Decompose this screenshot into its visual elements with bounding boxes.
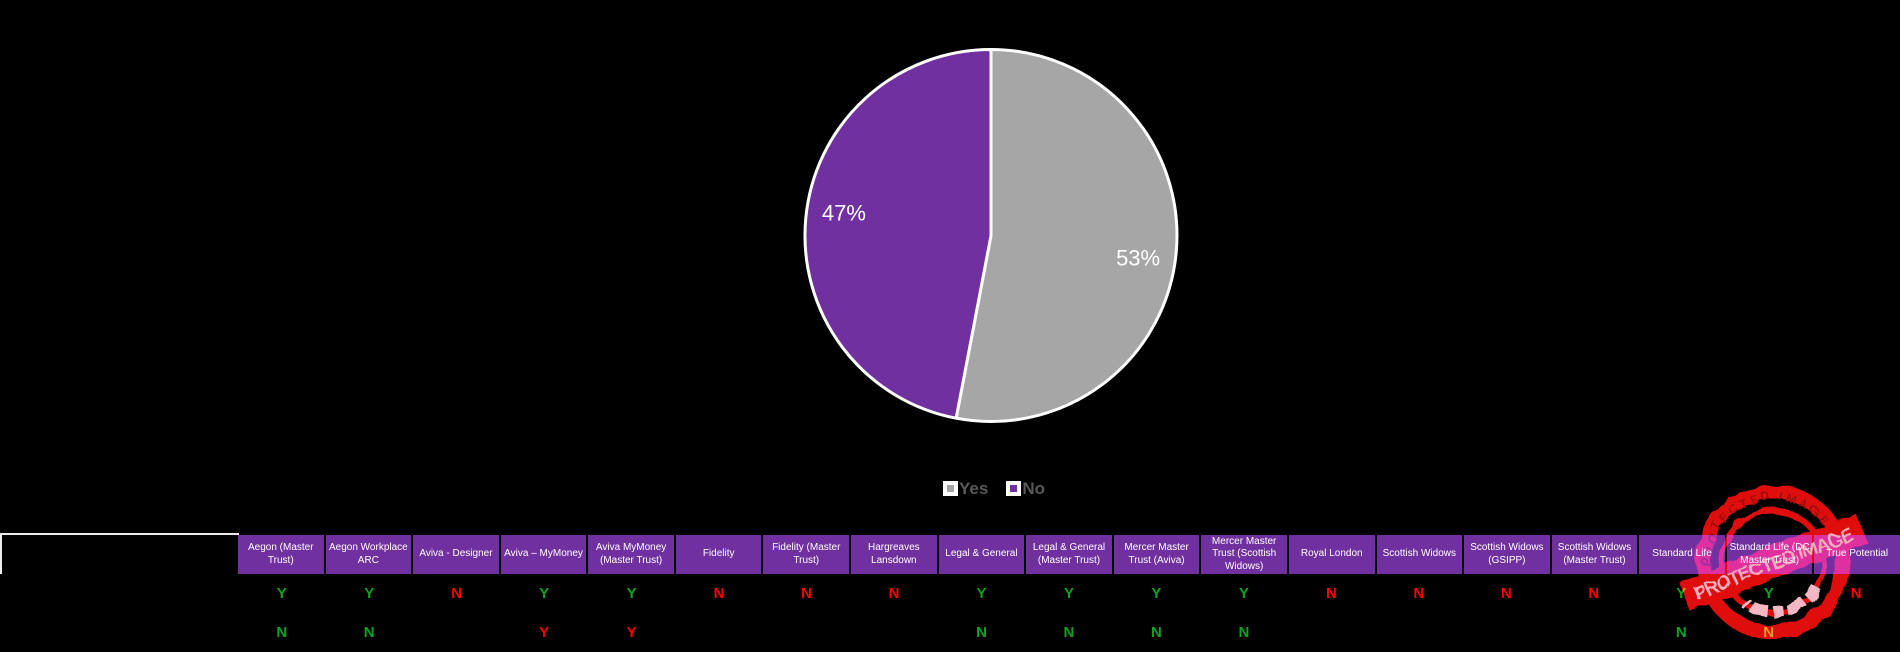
table-header-cell: Hargreaves Lansdown [849, 535, 937, 574]
table-value-cell: Y [276, 585, 287, 602]
legend-item-yes: Yes [943, 479, 989, 498]
legend-marker [1006, 481, 1022, 496]
table-header-cell: Fidelity [673, 535, 762, 574]
table-value-cell: Y [539, 624, 550, 641]
table-value-cell: Y [364, 585, 375, 602]
table-header-cell: Royal London [1286, 535, 1375, 574]
table-value-cell: N [451, 585, 463, 602]
table-value-cell: Y [1151, 585, 1162, 602]
table-value-cell: N [976, 624, 987, 641]
stamp-banner-rect [1678, 513, 1868, 611]
legend-marker [943, 481, 958, 496]
table-value-cell: Y [626, 585, 637, 602]
table-value-cell: N [1238, 624, 1250, 641]
table-corner-border-top [0, 533, 239, 535]
table-header-cell: Scottish Widows (Master Trust) [1549, 535, 1638, 574]
table-value-cell: N [363, 624, 375, 641]
stamp-inner-ring [1719, 508, 1827, 616]
table-value-cell: Y [1238, 585, 1249, 602]
stamp-bottom-arc [1743, 583, 1822, 618]
table-row-label [0, 574, 238, 613]
protected-image-watermark: PROTECTED IMAGE PROTECTED IMAGE [1678, 485, 1868, 639]
pie-data-label-no: 47% [822, 201, 866, 226]
table-value-cell: N [1850, 585, 1862, 602]
table-row-label [0, 613, 238, 652]
table-value-cell [763, 613, 850, 652]
table-value-cell: Y [626, 624, 637, 641]
table-value-cell [1288, 613, 1375, 652]
table-value-cell: N [1151, 624, 1162, 641]
stamp-group: PROTECTED IMAGE PROTECTED IMAGE [1678, 485, 1868, 639]
table-value-cell: N [713, 585, 725, 602]
table-value-cell: N [1675, 624, 1687, 641]
table-value-cell: N [1325, 585, 1337, 602]
pie-slice-no [803, 48, 993, 420]
legend-swatch [1010, 485, 1018, 492]
table-value-cell: N [888, 585, 900, 602]
table-header-cell: Aviva MyMoney (Master Trust) [586, 535, 674, 574]
legend-label: No [1022, 479, 1045, 498]
table-header-cell: Aviva – MyMoney [498, 535, 587, 574]
table-value-cell [1375, 613, 1462, 652]
table-header-cell: Scottish Widows [1374, 535, 1463, 574]
legend-item-no: No [1006, 479, 1045, 498]
pie-slice-yes [954, 48, 1179, 423]
table-value-cell: Y [539, 585, 550, 602]
table-value-cell: Y [976, 585, 987, 602]
legend-swatch [947, 485, 954, 492]
table-header-cell: Aegon (Master Trust) [238, 535, 324, 574]
provider-comparison-table: Aegon (Master Trust) Aegon Workplace ARC A… [0, 535, 1900, 652]
table-value-cell: N [1413, 585, 1425, 602]
table-header-cell: Mercer Master Trust (Aviva) [1111, 535, 1200, 574]
stamp-outer-ring [1696, 485, 1850, 639]
table-header-cell: Aegon Workplace ARC [323, 535, 412, 574]
table-header-cell: Aviva - Designer [411, 535, 499, 574]
table-corner-cell [0, 535, 238, 574]
table-header-row: Aegon (Master Trust) Aegon Workplace ARC A… [0, 535, 1900, 574]
table-value-cell [850, 613, 937, 652]
table-header-cell: Fidelity (Master Trust) [761, 535, 850, 574]
legend-label: Yes [959, 479, 989, 498]
table-value-cell: Y [1763, 585, 1774, 602]
table-value-cell: N [1500, 585, 1512, 602]
table-header-cell: Mercer Master Trust (Scottish Widows) [1199, 535, 1287, 574]
table-corner-border-left [0, 533, 2, 574]
table-header-cell: Legal & General (Master Trust) [1024, 535, 1112, 574]
table-value-cell: Y [1063, 585, 1074, 602]
table-value-cell: N [276, 624, 288, 641]
table-header-cell: Legal & General [936, 535, 1025, 574]
table-value-cell: N [1063, 624, 1075, 641]
pie-data-label-yes: 53% [1116, 246, 1160, 271]
table-value-cell: Y [1676, 585, 1687, 602]
table-value-cell [1550, 613, 1637, 652]
chart-legend: Yes No [44, 479, 1900, 498]
table-value-cell [413, 613, 500, 652]
table-value-cell: N [801, 585, 812, 602]
table-value-cell: N [1588, 585, 1600, 602]
table-value-cell [1463, 613, 1550, 652]
table-value-cell [675, 613, 762, 652]
table-header-cell: Scottish Widows (GSIPP) [1462, 535, 1550, 574]
